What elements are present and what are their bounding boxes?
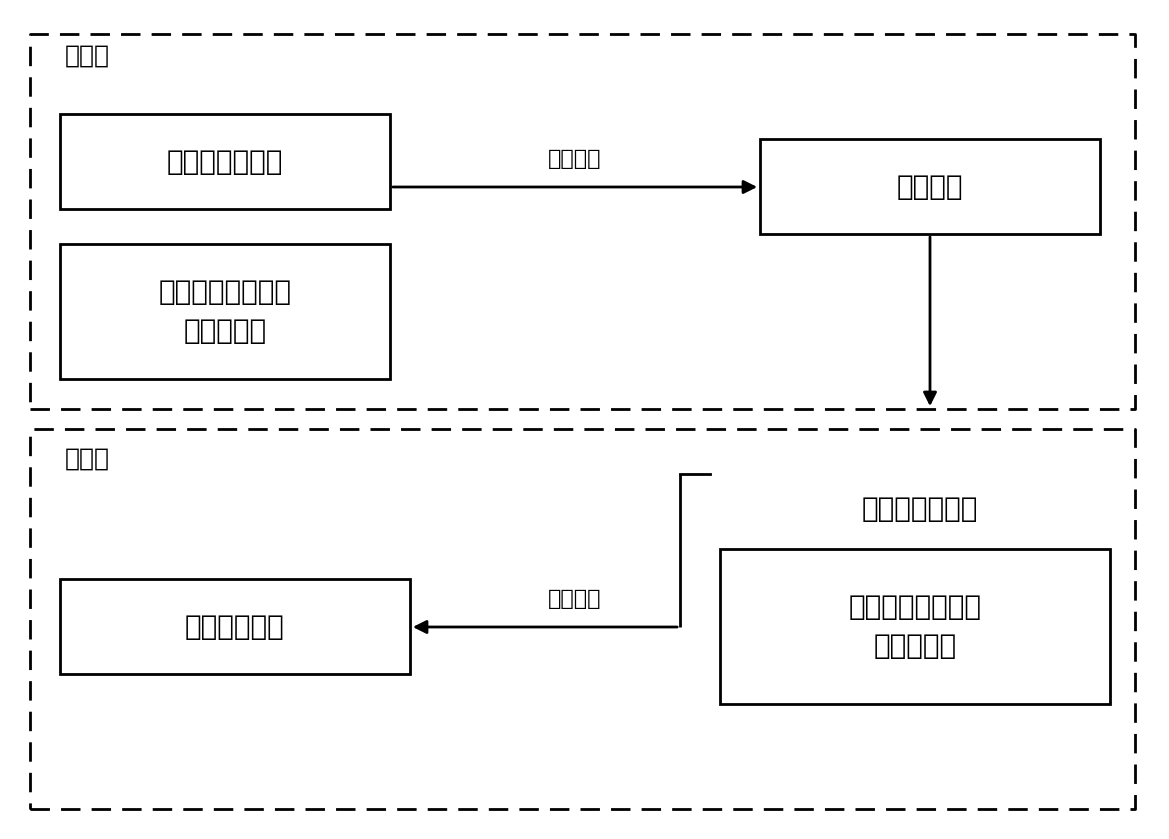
Text: 剪切层合板模型: 剪切层合板模型: [862, 495, 978, 523]
Text: 撞击位置坐标: 撞击位置坐标: [185, 612, 285, 640]
Bar: [30, 429, 1135, 809]
Bar: [60, 579, 410, 674]
Text: 剪切层合板模型: 剪切层合板模型: [167, 148, 283, 175]
Bar: [760, 139, 1100, 234]
Bar: [60, 244, 390, 379]
Bar: [720, 549, 1111, 704]
Text: 遗传算法: 遗传算法: [548, 149, 602, 169]
Bar: [30, 34, 1135, 409]
Text: 标定步: 标定步: [65, 44, 110, 68]
Text: 材料参数: 材料参数: [897, 173, 963, 201]
Bar: [60, 114, 390, 209]
Text: 定位步: 定位步: [65, 447, 110, 471]
Text: 遗传算法: 遗传算法: [548, 589, 602, 609]
Text: 撞击点未知情况下
的响应信号: 撞击点未知情况下 的响应信号: [849, 593, 982, 660]
Text: 撞击点已知情况下
的响应信号: 撞击点已知情况下 的响应信号: [159, 278, 291, 345]
